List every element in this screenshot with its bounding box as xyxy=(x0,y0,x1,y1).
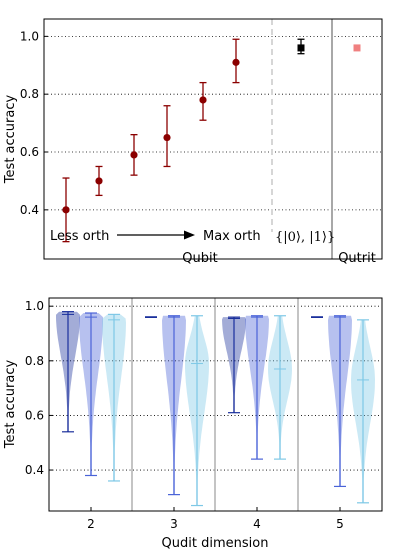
bottom-y-tick-label: 0.6 xyxy=(25,408,44,422)
x-label-qutrit: Qutrit xyxy=(338,251,376,266)
top-y-tick-label: 1.0 xyxy=(20,29,39,43)
bottom-x-ticks: 2 3 4 5 xyxy=(87,507,344,531)
bottom-y-ticks: 0.4 0.6 0.8 1.0 xyxy=(25,299,53,477)
bottom-y-tick-label: 0.4 xyxy=(25,463,44,477)
basis-label: {|0⟩, |1⟩} xyxy=(275,230,335,245)
top-y-tick-label: 0.6 xyxy=(20,145,39,159)
annotation-max-orth: Max orth xyxy=(203,229,261,244)
point-01-1 xyxy=(297,44,305,52)
point-qubit-4 xyxy=(163,133,171,142)
top-y-ticks: 0.4 0.6 0.8 1.0 xyxy=(20,29,48,217)
bottom-y-axis-label: Test accuracy xyxy=(3,360,18,450)
point-qubit-5 xyxy=(199,96,207,104)
bottom-plot-frame xyxy=(48,297,383,512)
top-y-axis-label: Test accuracy xyxy=(3,95,18,185)
bottom-violins xyxy=(56,311,375,507)
bottom-y-tick-label: 0.8 xyxy=(25,354,44,368)
x-label-qubit: Qubit xyxy=(182,251,217,266)
top-marks xyxy=(62,38,361,243)
point-qubit-3 xyxy=(130,151,138,159)
bottom-x-tick-label: 3 xyxy=(170,517,178,531)
point-qubit-1 xyxy=(62,206,70,214)
annotation-arrowhead xyxy=(184,230,195,240)
bottom-gridlines xyxy=(49,305,382,471)
bottom-panel: 0.4 0.6 0.8 1.0 2 3 4 5 Test accuracy Qudit di… xyxy=(3,297,383,551)
point-qubit-6 xyxy=(232,58,240,66)
bottom-y-tick-label: 1.0 xyxy=(25,299,44,313)
point-qubit-2 xyxy=(95,177,103,185)
top-plot-frame xyxy=(43,18,383,260)
bottom-x-tick-label: 5 xyxy=(336,517,344,531)
bottom-x-axis-label: Qudit dimension xyxy=(162,536,269,551)
top-y-tick-label: 0.8 xyxy=(20,87,39,101)
top-gridlines xyxy=(44,35,382,211)
top-y-tick-label: 0.4 xyxy=(20,203,39,217)
top-panel: 0.4 0.6 0.8 1.0 Test accuracy Less orth Max… xyxy=(3,18,383,266)
bottom-x-tick-label: 2 xyxy=(87,517,95,531)
annotation-less-orth: Less orth xyxy=(50,229,109,244)
bottom-x-tick-label: 4 xyxy=(253,517,261,531)
point-qutrit-1 xyxy=(353,44,361,52)
bottom-dividers xyxy=(131,298,299,511)
